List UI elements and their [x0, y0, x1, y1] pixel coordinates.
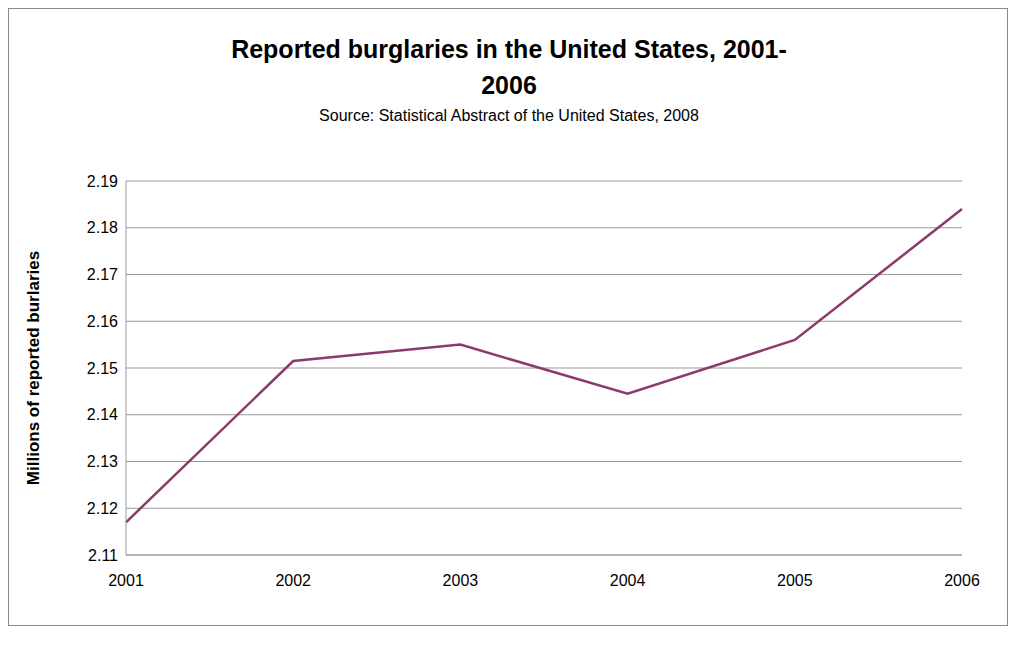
svg-text:2004: 2004 [610, 572, 646, 589]
svg-text:2.13: 2.13 [87, 453, 118, 470]
svg-text:2.17: 2.17 [87, 266, 118, 283]
svg-text:2.14: 2.14 [87, 406, 118, 423]
svg-text:2003: 2003 [443, 572, 479, 589]
svg-text:2006: 2006 [944, 572, 980, 589]
svg-text:2001: 2001 [108, 572, 144, 589]
svg-text:2.18: 2.18 [87, 219, 118, 236]
svg-text:2.15: 2.15 [87, 360, 118, 377]
svg-text:2.16: 2.16 [87, 313, 118, 330]
svg-text:2005: 2005 [777, 572, 813, 589]
svg-text:2.19: 2.19 [87, 173, 118, 190]
html-text:Reported burglaries in the Uni: Reported burglaries in the United States… [231, 35, 787, 99]
svg-text:2.11: 2.11 [88, 547, 118, 564]
svg-text:2.12: 2.12 [87, 500, 118, 517]
html-text:Source: Statistical Abstract o: Source: Statistical Abstract of the Unit… [319, 107, 699, 124]
svg-text:2002: 2002 [275, 572, 311, 589]
svg-text:Millions of reported burlaries: Millions of reported burlaries [24, 251, 43, 485]
